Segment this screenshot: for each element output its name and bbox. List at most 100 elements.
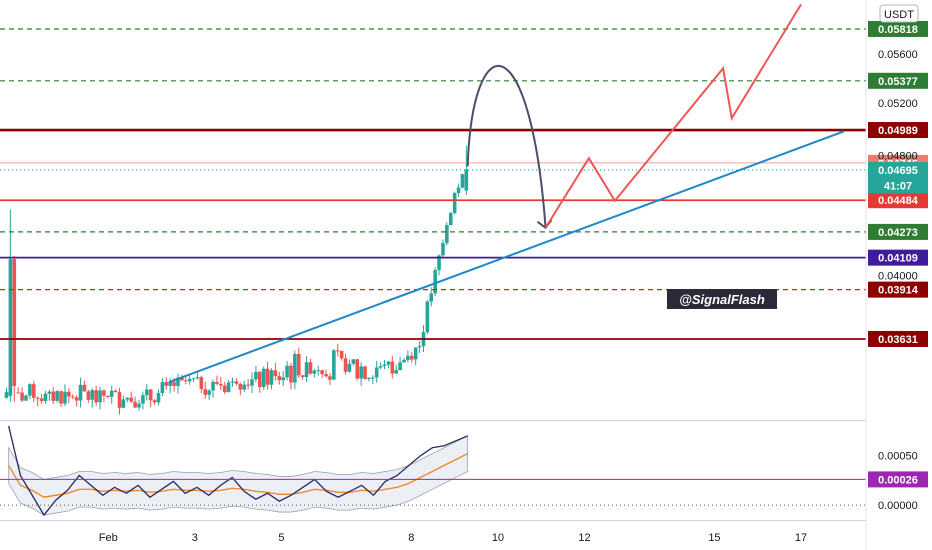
oscillator-level-label: 0.00026 xyxy=(878,474,918,486)
candle-body xyxy=(402,359,406,363)
candle-body xyxy=(254,371,258,380)
candle-body xyxy=(94,390,98,403)
price-level-label: 0.04989 xyxy=(878,125,918,137)
candle-body xyxy=(441,243,445,256)
watermark-text: @SignalFlash xyxy=(679,292,765,307)
drawings xyxy=(168,3,845,384)
time-tick-label: 5 xyxy=(278,532,284,544)
time-tick-label: 17 xyxy=(795,532,807,544)
candle-body xyxy=(374,367,379,378)
candle-body xyxy=(199,377,204,390)
candle-body xyxy=(12,259,17,387)
candle-body xyxy=(86,391,91,400)
candle-body xyxy=(226,382,231,393)
candle-body xyxy=(20,392,24,401)
candle-body xyxy=(332,350,336,380)
candle-body xyxy=(452,193,457,214)
candle-body xyxy=(70,396,75,398)
candle-body xyxy=(78,384,83,401)
candle-body xyxy=(409,355,414,360)
candle-body xyxy=(386,361,391,365)
candle-body xyxy=(406,355,410,360)
candle-body xyxy=(258,371,262,388)
candle-body xyxy=(398,362,402,371)
candle-body xyxy=(195,377,200,379)
candle-body xyxy=(63,391,67,404)
candle-body xyxy=(425,301,430,333)
candle-body xyxy=(289,365,293,383)
candle-body xyxy=(351,359,356,364)
candle-body xyxy=(55,391,59,401)
candle-body xyxy=(191,378,196,380)
candle-body xyxy=(320,370,324,375)
candle-body xyxy=(16,392,20,394)
candle-body xyxy=(281,377,285,381)
candle-body xyxy=(109,390,114,397)
candle-body xyxy=(456,187,461,194)
candle-body xyxy=(164,382,169,386)
countdown-tag xyxy=(868,177,928,194)
time-tick-label: 12 xyxy=(578,532,590,544)
candle-body xyxy=(144,389,149,396)
candle-body xyxy=(246,384,250,386)
candle-body xyxy=(31,384,36,398)
candle-body xyxy=(265,368,270,385)
candle-body xyxy=(433,270,437,294)
price-tick-label: 0.05600 xyxy=(878,49,918,61)
price-level-tag xyxy=(868,122,928,139)
candle-body xyxy=(82,384,87,392)
candle-body xyxy=(39,398,44,402)
candle-body xyxy=(106,395,110,397)
candle-body xyxy=(215,381,219,384)
currency-label: USDT xyxy=(884,9,914,21)
candle-body xyxy=(277,376,282,381)
time-tick-label: 3 xyxy=(192,532,198,544)
candle-body xyxy=(8,259,13,396)
price-level-label: 0.04273 xyxy=(878,227,918,239)
candle-body xyxy=(355,359,360,379)
candle-body xyxy=(316,370,321,372)
watermark-badge: @SignalFlash xyxy=(667,289,777,309)
currency-selector[interactable]: USDT xyxy=(879,4,919,23)
oscillator-main-line xyxy=(8,425,468,517)
candle-body xyxy=(335,350,340,352)
candle-body xyxy=(102,390,106,396)
candle-body xyxy=(347,363,352,372)
projection-path xyxy=(544,3,802,229)
candle-body xyxy=(211,381,215,391)
candle-body xyxy=(328,376,332,380)
candle-body xyxy=(180,377,184,381)
candle-body xyxy=(417,346,422,348)
price-level-tag xyxy=(868,72,928,89)
candle-body xyxy=(382,364,387,367)
candle-body xyxy=(121,399,126,408)
price-level-label: 0.03631 xyxy=(878,334,918,346)
candle-body xyxy=(203,389,208,395)
candle-body xyxy=(51,391,56,401)
candle-body xyxy=(59,391,63,404)
candle-body xyxy=(234,381,239,384)
candle-body xyxy=(129,397,133,402)
trendline xyxy=(168,130,845,384)
candle-body xyxy=(429,293,434,302)
candle-body xyxy=(35,397,40,399)
candle-body xyxy=(343,358,348,372)
candle-body xyxy=(242,384,247,390)
candle-body xyxy=(413,347,418,360)
time-tick-label: Feb xyxy=(99,532,118,544)
price-levels xyxy=(0,28,866,340)
price-level-tag xyxy=(868,249,928,266)
candle-body xyxy=(141,395,145,404)
oscillator-tick-label: 0.00000 xyxy=(878,500,918,512)
candle-body xyxy=(269,370,274,385)
candle-body xyxy=(448,213,453,226)
candle-body xyxy=(98,390,102,403)
candle-body xyxy=(222,385,227,393)
candle-body xyxy=(152,400,157,403)
candle-body xyxy=(90,390,95,400)
oscillator-band xyxy=(8,435,469,516)
candle-body xyxy=(219,383,223,386)
time-tick-label: 8 xyxy=(408,532,414,544)
candle-body xyxy=(168,381,172,386)
